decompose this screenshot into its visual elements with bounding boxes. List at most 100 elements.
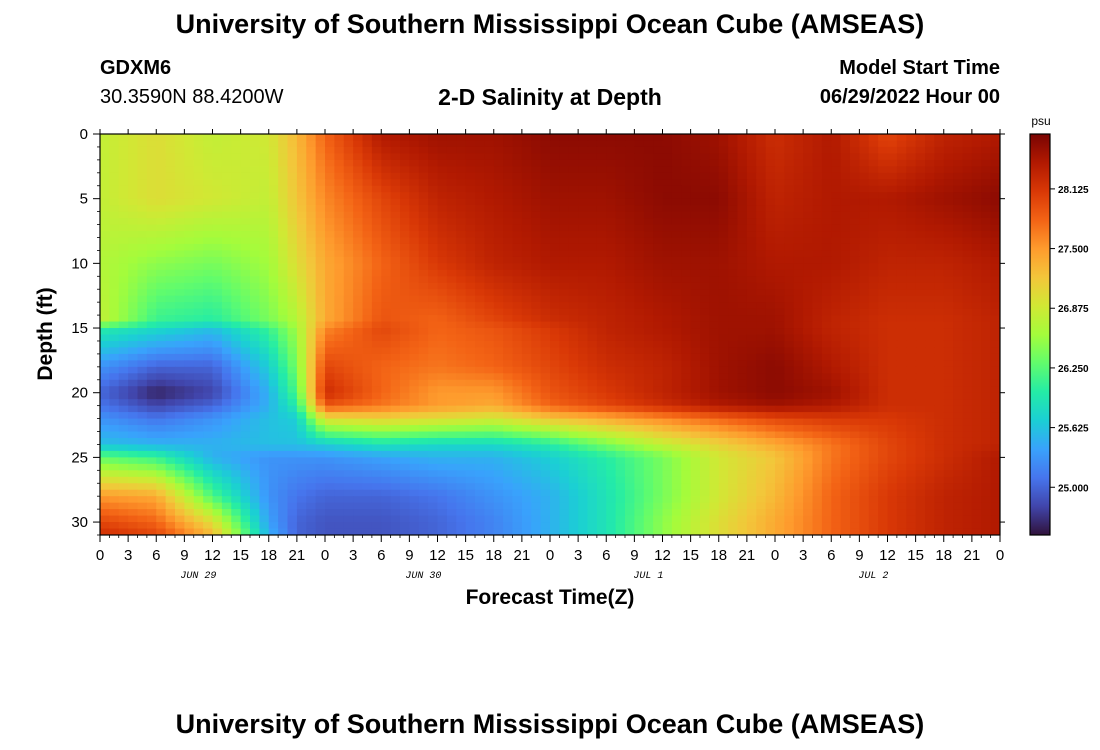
heatmap-cell xyxy=(287,302,298,310)
heatmap-cell xyxy=(671,399,682,407)
heatmap-cell xyxy=(493,373,504,381)
heatmap-cell xyxy=(906,205,917,213)
heatmap-cell xyxy=(212,276,223,284)
heatmap-cell xyxy=(765,179,776,187)
heatmap-cell xyxy=(362,205,373,213)
heatmap-cell xyxy=(934,340,945,349)
heatmap-cell xyxy=(203,179,214,187)
heatmap-cell xyxy=(362,250,373,258)
heatmap-cell xyxy=(109,340,120,349)
heatmap-cell xyxy=(118,463,129,471)
heatmap-cell xyxy=(109,179,120,187)
heatmap-cell xyxy=(268,224,279,232)
heatmap-cell xyxy=(671,282,682,290)
heatmap-cell xyxy=(990,179,1000,187)
heatmap-cell xyxy=(737,205,748,213)
heatmap-cell xyxy=(446,437,457,446)
heatmap-cell xyxy=(953,457,964,465)
heatmap-cell xyxy=(653,231,664,239)
heatmap-cell xyxy=(653,134,664,142)
heatmap-cell xyxy=(737,373,748,381)
heatmap-cell xyxy=(775,386,785,394)
heatmap-cell xyxy=(756,444,767,452)
heatmap-cell xyxy=(690,340,701,349)
heatmap-cell xyxy=(709,450,720,458)
heatmap-cell xyxy=(193,140,204,148)
heatmap-cell xyxy=(221,237,232,245)
heatmap-cell xyxy=(831,302,842,310)
heatmap-cell xyxy=(418,146,429,155)
heatmap-cell xyxy=(718,373,729,381)
heatmap-cell xyxy=(306,386,317,394)
heatmap-cell xyxy=(475,457,485,465)
heatmap-cell xyxy=(400,263,410,271)
heatmap-cell xyxy=(578,347,589,355)
heatmap-cell xyxy=(812,237,823,245)
heatmap-cell xyxy=(193,250,204,258)
heatmap-cell xyxy=(934,405,945,413)
heatmap-cell xyxy=(456,185,467,193)
heatmap-cell xyxy=(878,289,889,297)
heatmap-cell xyxy=(784,269,795,277)
heatmap-cell xyxy=(146,166,157,174)
heatmap-cell xyxy=(118,328,129,336)
heatmap-cell xyxy=(953,218,964,226)
heatmap-cell xyxy=(128,457,139,465)
heatmap-cell xyxy=(840,315,851,323)
heatmap-cell xyxy=(746,379,757,387)
heatmap-cell xyxy=(821,224,832,232)
heatmap-cell xyxy=(981,172,992,180)
heatmap-cell xyxy=(606,463,617,471)
heatmap-cell xyxy=(100,399,110,407)
heatmap-cell xyxy=(212,457,223,465)
heatmap-cell xyxy=(765,256,776,264)
heatmap-cell xyxy=(146,366,157,374)
heatmap-cell xyxy=(493,437,504,446)
heatmap-cell xyxy=(803,457,814,465)
heatmap-cell xyxy=(371,340,382,349)
heatmap-cell xyxy=(156,321,167,329)
heatmap-cell xyxy=(981,218,992,226)
heatmap-cell xyxy=(887,444,898,452)
heatmap-cell xyxy=(409,146,420,155)
heatmap-cell xyxy=(475,353,485,361)
heatmap-cell xyxy=(746,386,757,394)
heatmap-cell xyxy=(671,463,682,471)
heatmap-cell xyxy=(896,399,907,407)
heatmap-cell xyxy=(175,425,185,433)
heatmap-cell xyxy=(934,360,945,368)
heatmap-cell xyxy=(840,179,851,187)
heatmap-cell xyxy=(231,218,242,226)
heatmap-cell xyxy=(859,405,870,413)
heatmap-cell xyxy=(400,153,410,161)
heatmap-cell xyxy=(325,231,335,239)
heatmap-cell xyxy=(643,386,654,394)
heatmap-cell xyxy=(334,289,345,297)
heatmap-cell xyxy=(709,295,720,303)
heatmap-cell xyxy=(953,146,964,155)
heatmap-cell xyxy=(428,179,439,187)
heatmap-cell xyxy=(446,179,457,187)
heatmap-cell xyxy=(887,418,898,426)
heatmap-cell xyxy=(175,185,185,193)
heatmap-cell xyxy=(906,373,917,381)
heatmap-cell xyxy=(418,437,429,446)
heatmap-cell xyxy=(634,437,645,446)
heatmap-cell xyxy=(915,425,926,433)
heatmap-cell xyxy=(250,366,260,374)
heatmap-cell xyxy=(915,412,926,420)
heatmap-cell xyxy=(737,282,748,290)
heatmap-cell xyxy=(371,353,382,361)
heatmap-cell xyxy=(784,347,795,355)
heatmap-cell xyxy=(671,321,682,329)
heatmap-cell xyxy=(325,166,335,174)
heatmap-cell xyxy=(728,153,739,161)
heatmap-cell xyxy=(503,321,514,329)
heatmap-cell xyxy=(606,399,617,407)
heatmap-cell xyxy=(456,334,467,342)
heatmap-cell xyxy=(446,256,457,264)
heatmap-cell xyxy=(296,295,307,303)
heatmap-cell xyxy=(100,179,110,187)
heatmap-cell xyxy=(221,399,232,407)
heatmap-cell xyxy=(315,237,326,245)
